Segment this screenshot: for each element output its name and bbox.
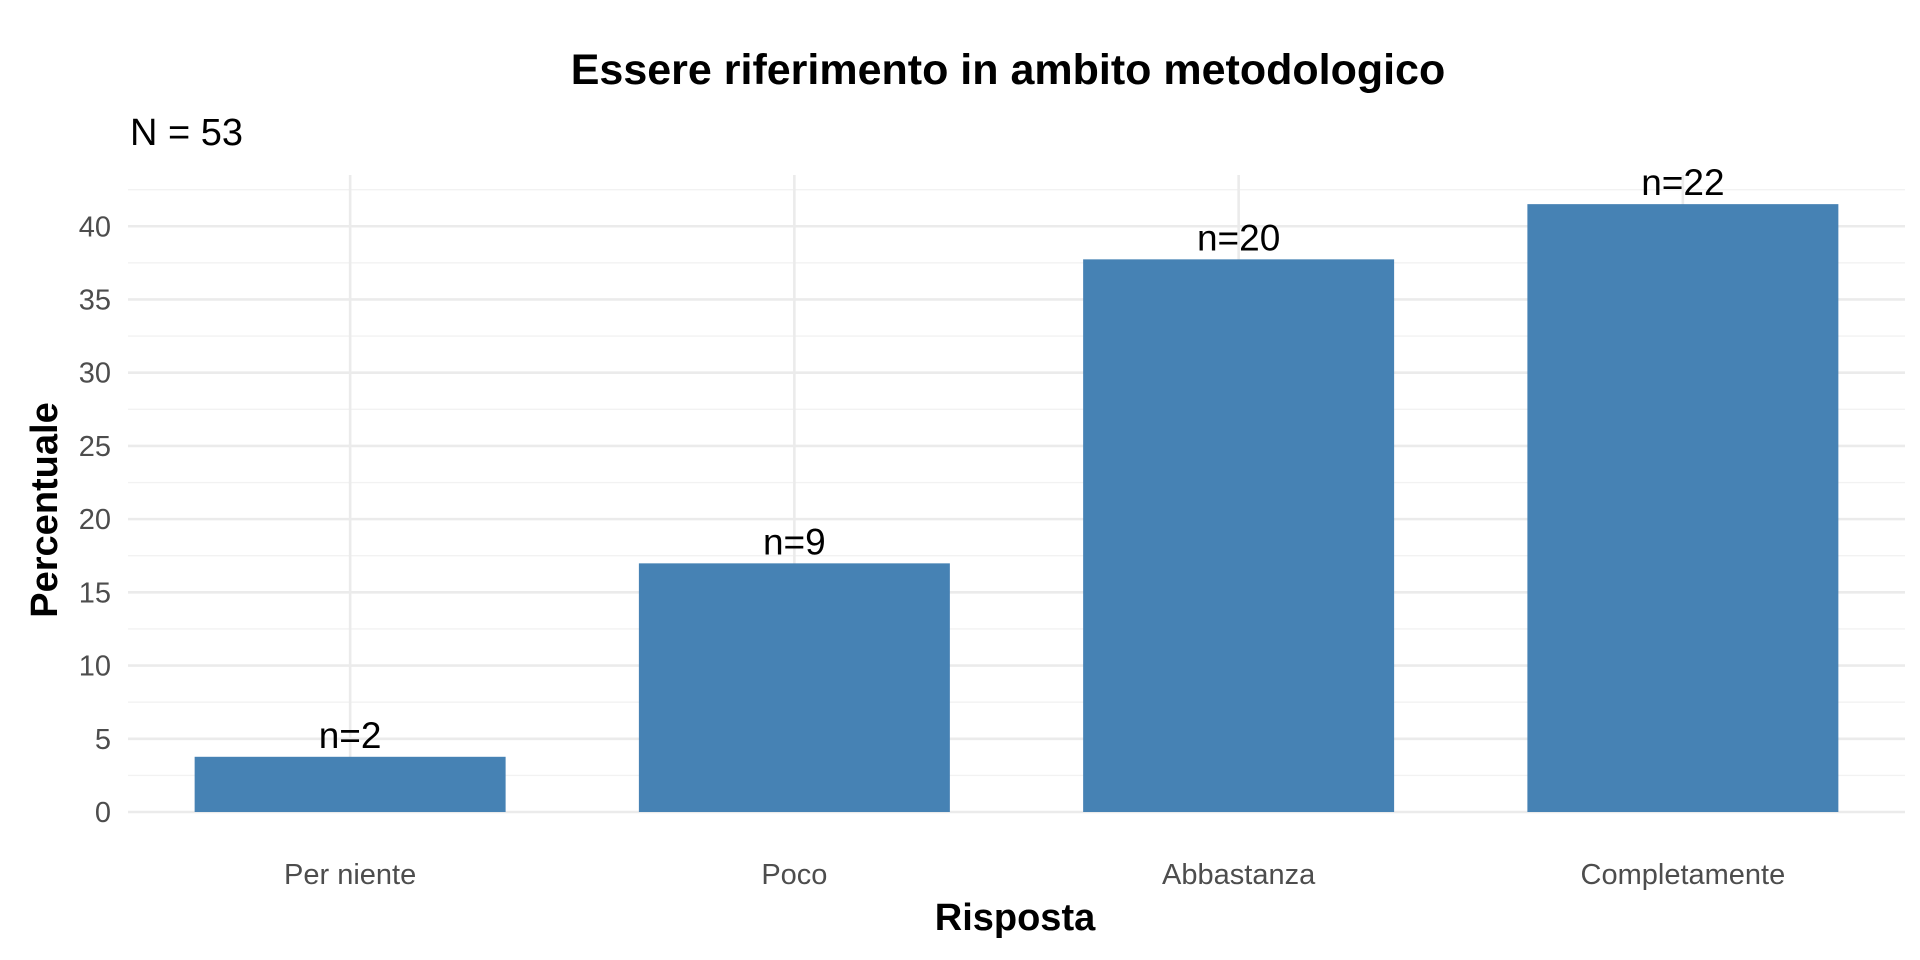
x-axis-ticks: Per niente Poco Abbastanza Completamente — [284, 859, 1785, 891]
y-tick-label: 40 — [79, 211, 111, 243]
bar-data-label: n=2 — [319, 715, 382, 756]
x-tick-label: Completamente — [1581, 859, 1786, 891]
y-tick-label: 30 — [79, 358, 111, 390]
y-axis-ticks: 0 5 10 15 20 25 30 35 40 — [79, 211, 111, 829]
x-tick-label: Abbastanza — [1162, 859, 1316, 891]
bar — [1083, 259, 1395, 812]
y-tick-label: 10 — [79, 651, 111, 683]
y-tick-label: 15 — [79, 577, 111, 609]
y-tick-label: 20 — [79, 504, 111, 536]
y-tick-label: 0 — [95, 797, 111, 829]
bar — [638, 563, 950, 812]
y-tick-label: 35 — [79, 284, 111, 316]
x-tick-label: Poco — [761, 859, 827, 891]
bar — [194, 756, 506, 812]
y-tick-label: 25 — [79, 431, 111, 463]
bar-data-label: n=20 — [1197, 217, 1280, 258]
bars — [194, 204, 1839, 812]
chart-title: Essere riferimento in ambito metodologic… — [571, 46, 1446, 94]
y-axis-title: Percentuale — [24, 402, 66, 617]
bar — [1527, 204, 1839, 812]
bar-data-label: n=22 — [1641, 162, 1724, 203]
y-tick-label: 5 — [95, 724, 111, 756]
bar-data-label: n=9 — [763, 521, 826, 562]
x-tick-label: Per niente — [284, 859, 416, 891]
x-axis-title: Risposta — [935, 897, 1096, 939]
chart-subtitle: N = 53 — [130, 112, 243, 154]
data-labels: n=2 n=9 n=20 n=22 — [319, 162, 1725, 756]
